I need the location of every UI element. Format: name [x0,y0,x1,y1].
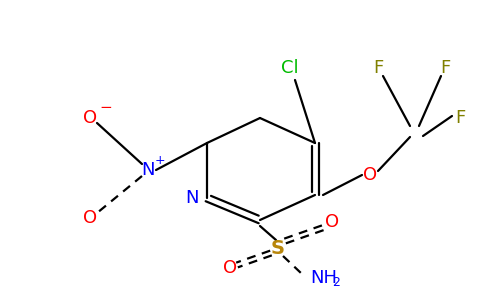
Text: F: F [455,109,465,127]
Text: NH: NH [310,269,337,287]
Text: F: F [373,59,383,77]
Text: S: S [271,238,285,257]
Text: Cl: Cl [281,59,299,77]
Text: F: F [440,59,450,77]
Text: O: O [223,259,237,277]
Text: O: O [363,166,377,184]
Text: N: N [185,189,199,207]
Text: O: O [83,109,97,127]
Text: −: − [100,100,112,116]
Text: 2: 2 [332,277,340,290]
Text: +: + [155,154,166,166]
Text: O: O [83,209,97,227]
Text: O: O [325,213,339,231]
Text: N: N [141,161,155,179]
